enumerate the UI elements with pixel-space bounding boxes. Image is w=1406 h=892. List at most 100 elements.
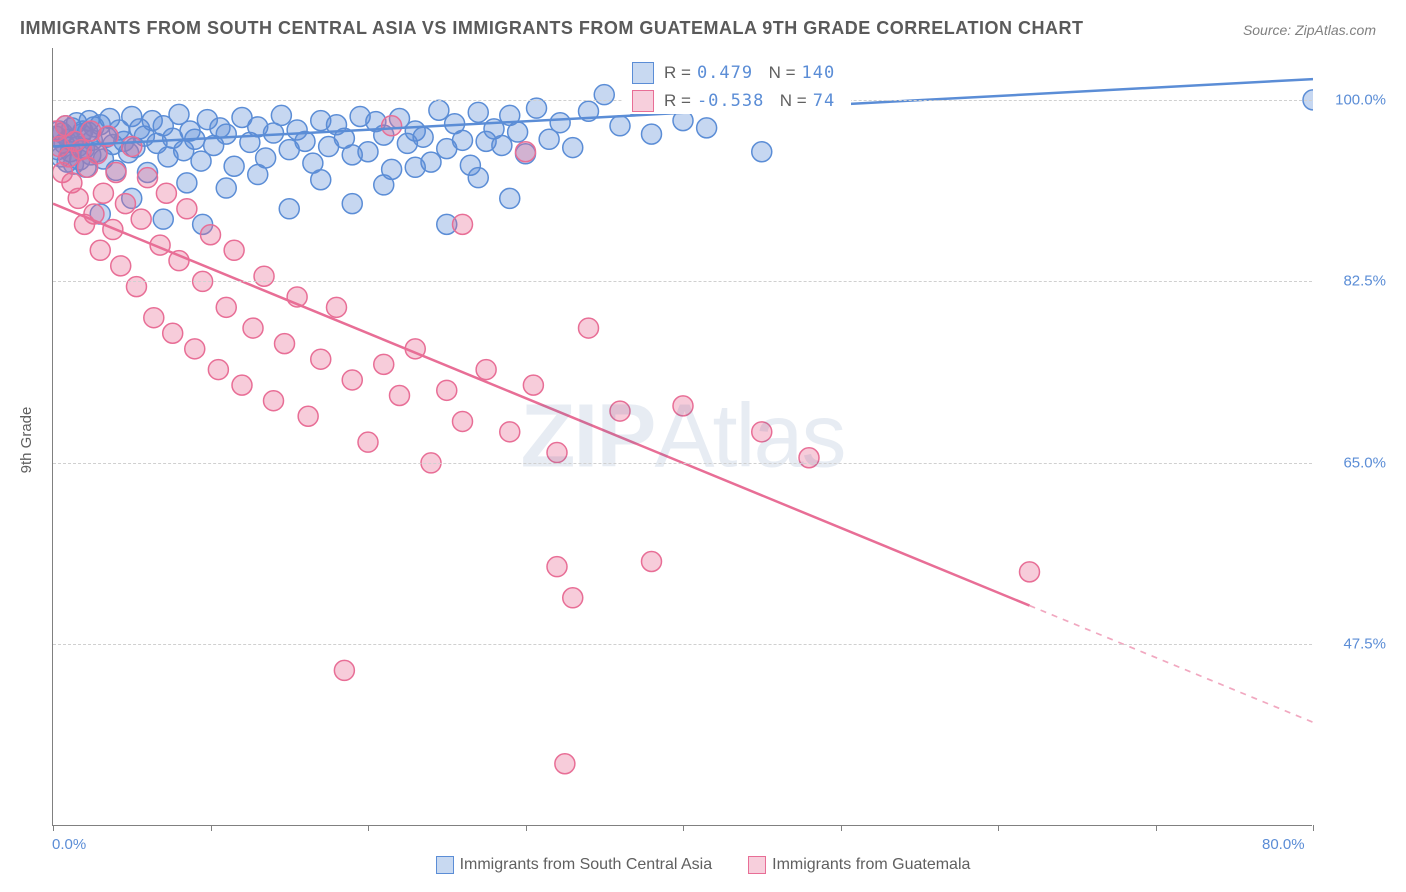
scatter-point [122, 137, 142, 157]
legend-item: Immigrants from South Central Asia [436, 856, 713, 874]
scatter-point [254, 266, 274, 286]
scatter-point [468, 102, 488, 122]
scatter-point [298, 406, 318, 426]
x-tick [211, 825, 212, 831]
scatter-point [131, 209, 151, 229]
scatter-point [547, 443, 567, 463]
scatter-point [1020, 562, 1040, 582]
x-tick [368, 825, 369, 831]
y-tick-label: 82.5% [1343, 273, 1386, 290]
scatter-point [111, 256, 131, 276]
gridline [53, 281, 1312, 282]
scatter-point [327, 297, 347, 317]
scatter-point [153, 209, 173, 229]
scatter-point [275, 334, 295, 354]
scatter-point [177, 199, 197, 219]
scatter-point [555, 754, 575, 774]
chart-container: IMMIGRANTS FROM SOUTH CENTRAL ASIA VS IM… [0, 0, 1406, 892]
scatter-point [594, 85, 614, 105]
scatter-point [126, 277, 146, 297]
scatter-point [144, 308, 164, 328]
stats-r-label: R = [664, 63, 691, 83]
x-tick [683, 825, 684, 831]
chart-title: IMMIGRANTS FROM SOUTH CENTRAL ASIA VS IM… [20, 18, 1083, 39]
scatter-point [610, 401, 630, 421]
scatter-point [453, 130, 473, 150]
scatter-point [208, 360, 228, 380]
scatter-point [185, 339, 205, 359]
stats-r-value: -0.538 [697, 91, 764, 111]
scatter-point [642, 124, 662, 144]
gridline [53, 463, 1312, 464]
scatter-point [224, 240, 244, 260]
scatter-point [342, 194, 362, 214]
legend-label: Immigrants from Guatemala [772, 856, 970, 873]
scatter-point [508, 122, 528, 142]
scatter-point [156, 183, 176, 203]
x-tick [53, 825, 54, 831]
x-tick-label: 80.0% [1262, 836, 1305, 853]
x-tick [526, 825, 527, 831]
x-tick [1313, 825, 1314, 831]
scatter-point [106, 162, 126, 182]
scatter-point [311, 349, 331, 369]
scatter-point [279, 199, 299, 219]
legend-item: Immigrants from Guatemala [748, 856, 970, 874]
scatter-point [453, 411, 473, 431]
scatter-point [342, 370, 362, 390]
scatter-point [579, 318, 599, 338]
scatter-point [358, 142, 378, 162]
scatter-point [311, 170, 331, 190]
stats-box: R = 0.479 N = 140 [622, 60, 851, 86]
stats-r-value: 0.479 [697, 63, 753, 83]
scatter-point [468, 168, 488, 188]
y-tick-label: 47.5% [1343, 636, 1386, 653]
scatter-point [697, 118, 717, 138]
scatter-point [492, 136, 512, 156]
x-tick [1156, 825, 1157, 831]
scatter-point [382, 116, 402, 136]
regression-line [53, 204, 1030, 606]
scatter-point [550, 113, 570, 133]
scatter-point [516, 142, 536, 162]
scatter-point [93, 183, 113, 203]
scatter-point [232, 375, 252, 395]
gridline [53, 644, 1312, 645]
scatter-point [610, 116, 630, 136]
scatter-point [405, 157, 425, 177]
scatter-point [500, 188, 520, 208]
scatter-point [90, 240, 110, 260]
scatter-point [453, 214, 473, 234]
scatter-point [437, 380, 457, 400]
source-attribution: Source: ZipAtlas.com [1243, 22, 1376, 38]
scatter-point [243, 318, 263, 338]
scatter-point [547, 557, 567, 577]
scatter-point [374, 354, 394, 374]
y-axis-label: 9th Grade [18, 407, 35, 474]
scatter-point [563, 588, 583, 608]
legend-label: Immigrants from South Central Asia [460, 856, 713, 873]
scatter-point [752, 422, 772, 442]
scatter-point [523, 375, 543, 395]
x-tick-label: 0.0% [52, 836, 86, 853]
scatter-point [87, 144, 107, 164]
stats-n-value: 140 [802, 63, 836, 83]
scatter-point [177, 173, 197, 193]
scatter-point [429, 100, 449, 120]
legend-swatch-icon [632, 62, 654, 84]
x-tick [841, 825, 842, 831]
stats-box: R = -0.538 N = 74 [622, 88, 851, 114]
scatter-point [224, 156, 244, 176]
x-tick [998, 825, 999, 831]
scatter-point [527, 98, 547, 118]
scatter-point [358, 432, 378, 452]
legend: Immigrants from South Central Asia Immigr… [0, 856, 1406, 874]
scatter-point [248, 165, 268, 185]
scatter-point [752, 142, 772, 162]
scatter-point [216, 124, 236, 144]
legend-swatch-icon [436, 856, 454, 874]
scatter-point [163, 323, 183, 343]
y-tick-label: 100.0% [1335, 91, 1386, 108]
scatter-point [201, 225, 221, 245]
scatter-point [563, 138, 583, 158]
